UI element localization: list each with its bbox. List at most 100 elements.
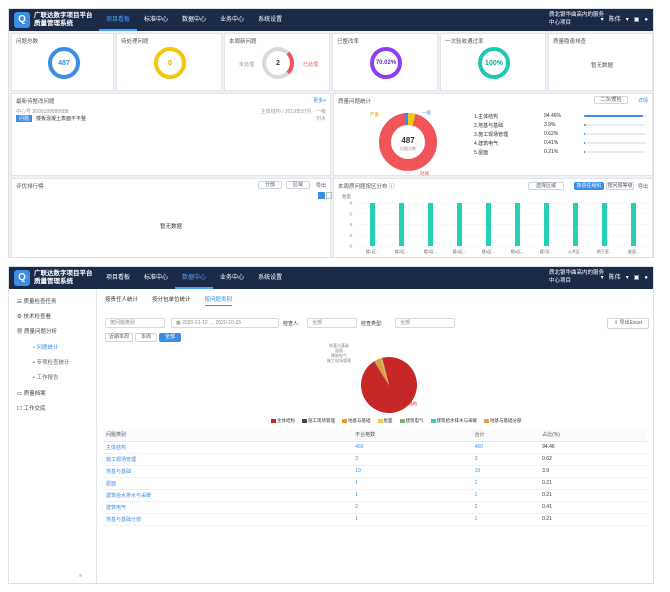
view-toggle-icon[interactable] (326, 192, 332, 199)
chevron-down-icon[interactable]: ▾ (600, 17, 604, 23)
table-cell[interactable]: 1 (352, 489, 472, 502)
sidebar-item[interactable]: ☐ 工作交底 (17, 404, 45, 412)
sidebar-item[interactable]: • 工作报告 (33, 373, 58, 381)
table-cell[interactable]: 1 (352, 477, 472, 490)
table-row[interactable]: 施工现场管理 3 3 0.62 (103, 453, 647, 466)
sidebar-item[interactable]: ▭ 质量档案 (17, 389, 46, 397)
pie-slice[interactable] (380, 358, 389, 385)
table-row[interactable]: 建筑电气 2 2 0.41 (103, 501, 647, 514)
table-row[interactable]: 屋面 1 1 0.21 (103, 477, 647, 490)
table-cell[interactable]: 3 (352, 453, 472, 466)
table-cell[interactable]: 地基与基础 (103, 465, 353, 478)
table-cell[interactable]: 2 (352, 501, 472, 514)
detail-link[interactable]: 详情 (637, 98, 648, 104)
sidebar-item[interactable]: ⚙ 技术检查看 (17, 312, 51, 320)
nav-item[interactable]: 业务中心 (220, 17, 245, 23)
export-link[interactable]: 导出 (315, 183, 326, 189)
region-select[interactable]: 选择区域 (528, 182, 564, 190)
sidebar-item[interactable]: • 专项检查统计 (33, 358, 69, 366)
legend-item[interactable]: 屋面 (377, 418, 393, 424)
bar[interactable] (370, 203, 375, 246)
tab[interactable]: 按分包单位统计 (152, 297, 191, 303)
range-tab[interactable]: 本周 (135, 333, 157, 342)
chevron-down-icon[interactable]: ▾ (625, 275, 629, 281)
bar[interactable] (544, 203, 549, 246)
view-toggle-icon[interactable] (318, 192, 325, 199)
pie-slice[interactable] (381, 357, 389, 385)
table-cell[interactable]: 施工现场管理 (103, 453, 353, 466)
range-tab[interactable]: 近期本周 (105, 333, 133, 342)
pie-slice[interactable] (374, 358, 389, 385)
sidebar-item[interactable]: • 问题统计 (33, 343, 58, 351)
kpi-card[interactable]: 质量隐患排查 暂无数据 (548, 33, 653, 91)
table-cell[interactable]: 屋面 (103, 477, 353, 490)
user-icon[interactable]: ● (644, 17, 648, 23)
table-cell[interactable]: 1 (352, 513, 472, 526)
export-link[interactable]: 导出 (637, 184, 648, 190)
legend-item[interactable]: 地基与基础分部 (484, 418, 522, 424)
table-cell[interactable]: 1 (471, 489, 540, 502)
bar[interactable] (515, 203, 520, 246)
legend-item[interactable]: 主体结构 (271, 418, 295, 424)
nav-item[interactable]: 业务中心 (220, 275, 245, 281)
sidebar-item[interactable]: ▦ 质量问题分析 (17, 327, 57, 335)
filter-select[interactable]: 区域 (286, 181, 310, 189)
pie-slice[interactable] (381, 357, 389, 385)
table-cell[interactable]: 建筑给水排水与采暖 (103, 489, 353, 502)
kpi-card[interactable]: 本周新问题 2 未处理 已处理 (224, 33, 330, 91)
legend-item[interactable]: 建筑电气 (399, 418, 424, 424)
screen-icon[interactable]: ▣ (633, 275, 640, 281)
issue-description[interactable]: 楼板混凝土表面不平整 (36, 116, 87, 122)
table-row[interactable]: 地基与基础分部 1 1 0.21 (103, 513, 647, 526)
sidebar-item[interactable]: ☰ 质量检查任务 (17, 297, 56, 305)
bar[interactable] (399, 203, 404, 246)
legend-item[interactable]: 建筑给水排水与采暖 (430, 418, 477, 424)
date-range-picker[interactable]: ▦ 2020-01-12 → 2020-10-15 (171, 318, 279, 328)
bar[interactable] (457, 203, 462, 246)
user-name[interactable]: 陈伟 (608, 17, 621, 23)
nav-item[interactable]: 系统设置 (258, 275, 283, 281)
check-type-select[interactable]: 全部 (395, 318, 455, 328)
table-cell[interactable]: 1 (471, 513, 540, 526)
bar[interactable] (428, 203, 433, 246)
inspector-select[interactable]: 全部 (307, 318, 357, 328)
table-row[interactable]: 主体结构 460 460 94.46 (103, 441, 647, 454)
chevron-down-icon[interactable]: ▾ (625, 17, 629, 23)
bar[interactable] (602, 203, 607, 246)
table-cell[interactable]: 19 (471, 465, 540, 478)
table-cell[interactable]: 主体结构 (103, 441, 353, 454)
pie-slice[interactable] (373, 361, 389, 385)
table-cell[interactable]: 1 (471, 477, 540, 490)
kpi-card[interactable]: 已整改率 70.02% (332, 33, 438, 91)
table-row[interactable]: 地基与基础 19 19 3.9 (103, 465, 647, 478)
user-name[interactable]: 陈伟 (608, 275, 621, 281)
user-icon[interactable]: ● (644, 275, 648, 281)
table-cell[interactable]: 地基与基础分部 (103, 513, 353, 526)
table-cell[interactable]: 460 (352, 441, 472, 454)
table-cell[interactable]: 建筑电气 (103, 501, 353, 514)
bar[interactable] (486, 203, 491, 246)
category-select[interactable]: 按问题类别 (105, 318, 165, 328)
collapse-icon[interactable]: ≡ (79, 573, 83, 579)
table-cell[interactable]: 3 (471, 453, 540, 466)
screen-icon[interactable]: ▣ (633, 17, 640, 23)
filter-select[interactable]: 二次/质检 (594, 96, 628, 104)
tab-by-org[interactable]: 按责任组织 (574, 182, 604, 190)
nav-item[interactable]: 标准中心 (144, 275, 169, 281)
table-row[interactable]: 建筑给水排水与采暖 1 1 0.21 (103, 489, 647, 502)
project-selector[interactable]: 质北银华曲高内的服务 中心项目 (549, 270, 617, 285)
table-cell[interactable]: 460 (471, 441, 540, 454)
bar[interactable] (573, 203, 578, 246)
export-excel-button[interactable]: ⇪ 导出Excel (607, 318, 649, 329)
bar[interactable] (631, 203, 636, 246)
project-selector[interactable]: 质北银华曲高内的服务 中心项目 (549, 12, 617, 27)
legend-item[interactable]: 地基与基础 (342, 418, 371, 424)
more-link[interactable]: 更多> (313, 98, 326, 104)
kpi-card[interactable]: 问题总数 487 (11, 33, 114, 91)
table-cell[interactable]: 19 (352, 465, 472, 478)
nav-item[interactable]: 项目看板 (106, 275, 131, 281)
tab[interactable]: 按责任人统计 (105, 297, 139, 303)
chevron-down-icon[interactable]: ▾ (600, 275, 604, 281)
table-cell[interactable]: 2 (471, 501, 540, 514)
pie-slice[interactable] (380, 358, 389, 385)
